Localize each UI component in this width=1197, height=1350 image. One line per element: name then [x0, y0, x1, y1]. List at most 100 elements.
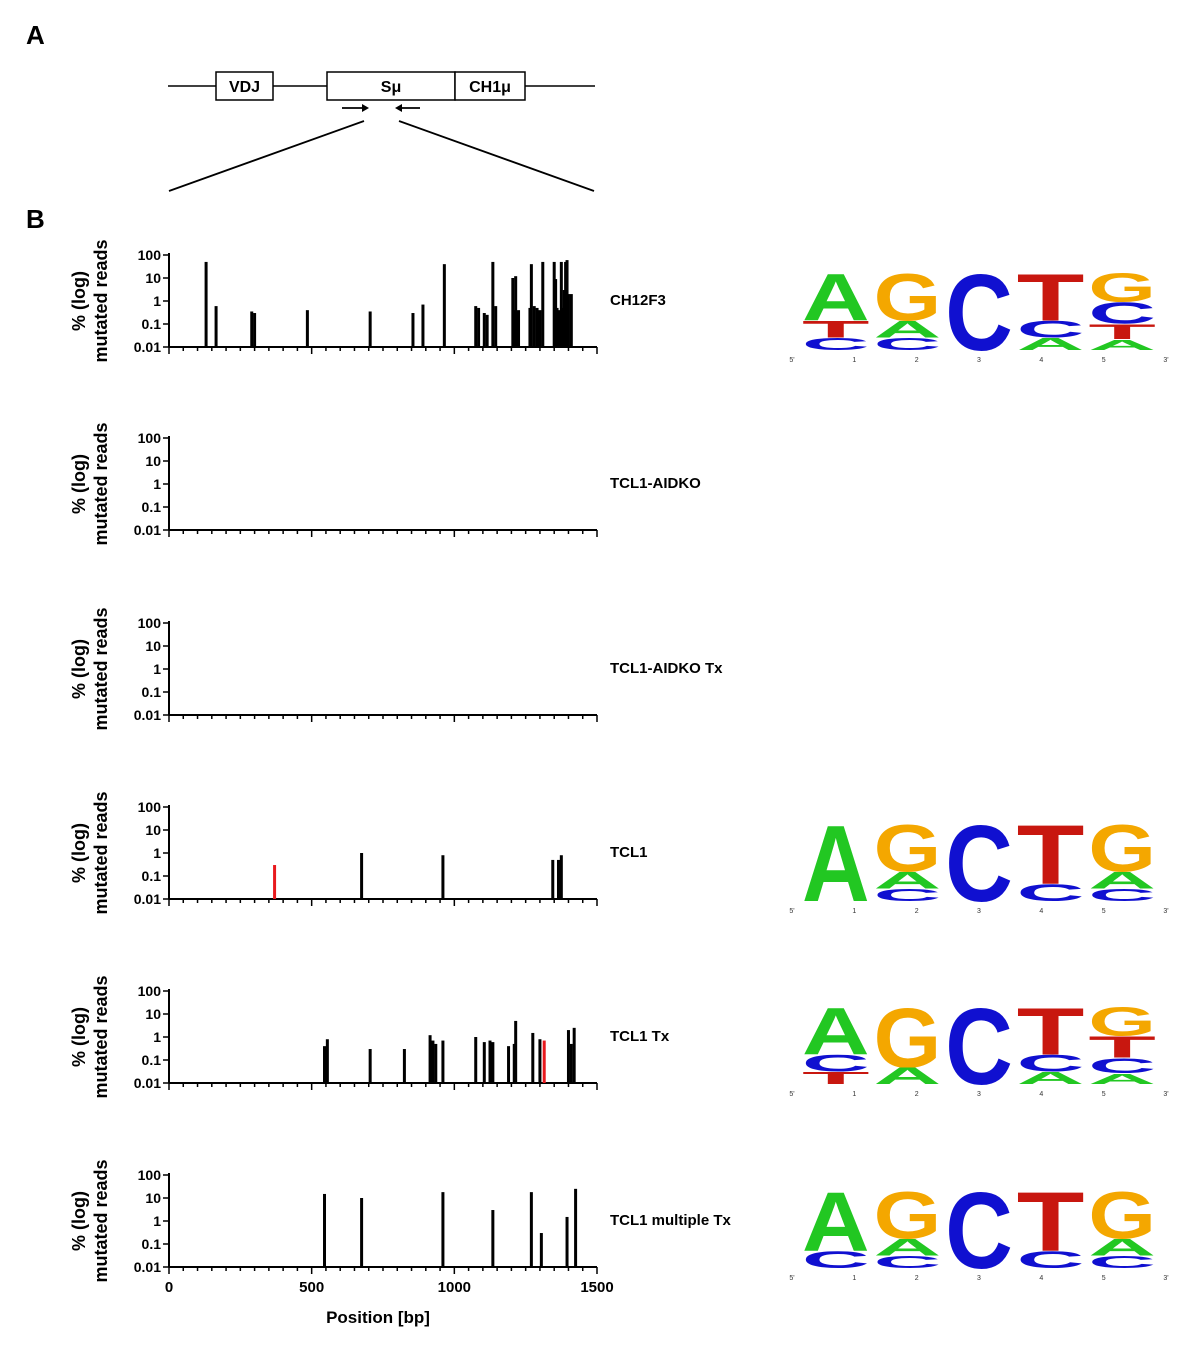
logo-position-label: 5 — [1102, 1091, 1106, 1098]
data-bar — [517, 310, 521, 347]
data-bar — [474, 1037, 478, 1083]
logo-letter-G: G — [1088, 811, 1156, 886]
data-bar — [273, 865, 277, 899]
y-tick-label: 0.01 — [134, 522, 161, 538]
logo-position-label: 4 — [1039, 1091, 1043, 1098]
logo-position-label: 3 — [977, 908, 981, 915]
y-tick-label: 1 — [153, 476, 161, 492]
data-bar — [566, 1030, 570, 1083]
logo-letter-C: C — [874, 1252, 942, 1272]
x-tick-label: 1500 — [580, 1279, 613, 1296]
zoom-line-left — [168, 120, 365, 192]
y-tick-label: 1 — [153, 1213, 161, 1229]
y-tick-label: 0.01 — [134, 707, 161, 723]
logo-letter-A: A — [802, 994, 870, 1069]
y-axis-label-line: % (log) — [69, 1191, 89, 1251]
logo-letter-A: A — [874, 1063, 942, 1090]
y-axis-label: % (log) mutated reads — [69, 239, 111, 362]
logo-letter-A: A — [874, 867, 942, 894]
chart-2: 100 10 1 0.1 0.01 % (log) mutated reads TCL1-AI… — [69, 607, 723, 730]
y-tick-label: 0.01 — [134, 339, 161, 355]
logo-letter-C: C — [874, 334, 942, 354]
logo-letter-C: C — [945, 986, 1013, 1107]
data-bar — [360, 853, 364, 899]
data-bar — [441, 855, 445, 899]
reverse-primer-head — [395, 104, 402, 112]
data-bar — [482, 313, 486, 347]
logo-letter-G: G — [874, 811, 942, 886]
logo-position-label: 4 — [1039, 908, 1043, 915]
y-tick-label: 0.01 — [134, 891, 161, 907]
data-bar — [491, 1210, 495, 1267]
y-tick-label: 0.1 — [142, 1052, 162, 1068]
data-bar — [325, 1039, 329, 1083]
logo-position-label: 5 — [1102, 357, 1106, 364]
forward-primer-head — [362, 104, 369, 112]
data-bar — [477, 307, 481, 347]
sample-label: TCL1 — [610, 844, 648, 861]
logo-letter-A: A — [1088, 1071, 1156, 1088]
data-bar — [411, 313, 415, 347]
data-bar — [569, 294, 573, 347]
logo-letter-C: C — [1017, 880, 1085, 907]
logo-letter-G: G — [874, 1178, 942, 1253]
data-bar — [323, 1046, 327, 1083]
chart-5: 100 10 1 0.1 0.01 % (log) mutated reads TCL1 mu… — [69, 1159, 732, 1327]
logo-letter-T: T — [1088, 319, 1156, 344]
data-bar — [514, 1020, 518, 1083]
logo-letter-C: C — [945, 803, 1013, 924]
ch1mu-label: CH1μ — [469, 79, 511, 96]
data-bar — [532, 306, 536, 347]
data-bar — [559, 855, 563, 899]
chart-4: 100 10 1 0.1 0.01 % (log) mutated reads TCL1 Tx — [69, 975, 670, 1098]
data-bar — [434, 1043, 438, 1083]
data-bar — [474, 306, 478, 347]
y-axis-label-line: % (log) — [69, 1007, 89, 1067]
logo-letter-C: C — [1088, 1252, 1156, 1272]
data-bar — [565, 1216, 569, 1267]
y-axis-label: % (log) mutated reads — [69, 422, 111, 545]
logo-letter-T: T — [802, 1068, 873, 1088]
y-tick-label: 0.1 — [142, 499, 162, 515]
y-tick-label: 0.01 — [134, 1259, 161, 1275]
logo-letter-A: A — [874, 1234, 942, 1261]
logo-letter-C: C — [1017, 1050, 1085, 1077]
logo-letter-T: T — [1017, 808, 1085, 902]
data-bar — [574, 1188, 578, 1267]
logo-letter-A: A — [802, 803, 870, 924]
logo-letter-G: G — [1088, 999, 1156, 1045]
y-tick-label: 10 — [145, 1190, 161, 1206]
data-bar — [491, 1042, 495, 1083]
logo-position-label: 2 — [915, 1091, 919, 1098]
logo-letter-A: A — [874, 316, 942, 343]
logo-position-label: 2 — [915, 908, 919, 915]
data-bar — [323, 1193, 327, 1267]
data-bar — [556, 859, 560, 899]
y-axis-label-line: mutated reads — [91, 607, 111, 730]
y-tick-label: 0.1 — [142, 1236, 162, 1252]
logo-position-label: 5' — [789, 908, 794, 915]
chart-3: 100 10 1 0.1 0.01 % (log) mutated reads TCL1 — [69, 791, 648, 914]
smu-box — [326, 71, 456, 101]
data-bar — [566, 294, 570, 347]
sample-label: TCL1-AIDKO Tx — [610, 660, 723, 677]
logo-position-label: 3' — [1163, 1091, 1168, 1098]
logo-letter-A: A — [1088, 1234, 1156, 1261]
logo-letter-A: A — [1088, 337, 1156, 354]
logo-position-label: 1 — [852, 357, 856, 364]
panel-label-b: B — [26, 204, 45, 234]
y-tick-label: 1 — [153, 293, 161, 309]
y-axis-label-line: % (log) — [69, 639, 89, 699]
logo-letter-T: T — [1017, 1175, 1085, 1269]
data-bar — [539, 1233, 543, 1267]
logo-position-label: 1 — [852, 908, 856, 915]
logo-letter-G: G — [874, 991, 942, 1085]
data-bar — [529, 1192, 533, 1267]
logo-letter-A: A — [1017, 334, 1085, 354]
logo-letter-C: C — [802, 1050, 870, 1077]
logo-position-label: 3' — [1163, 1275, 1168, 1282]
logo-letter-T: T — [802, 316, 872, 343]
logo-letter-C: C — [802, 334, 870, 354]
